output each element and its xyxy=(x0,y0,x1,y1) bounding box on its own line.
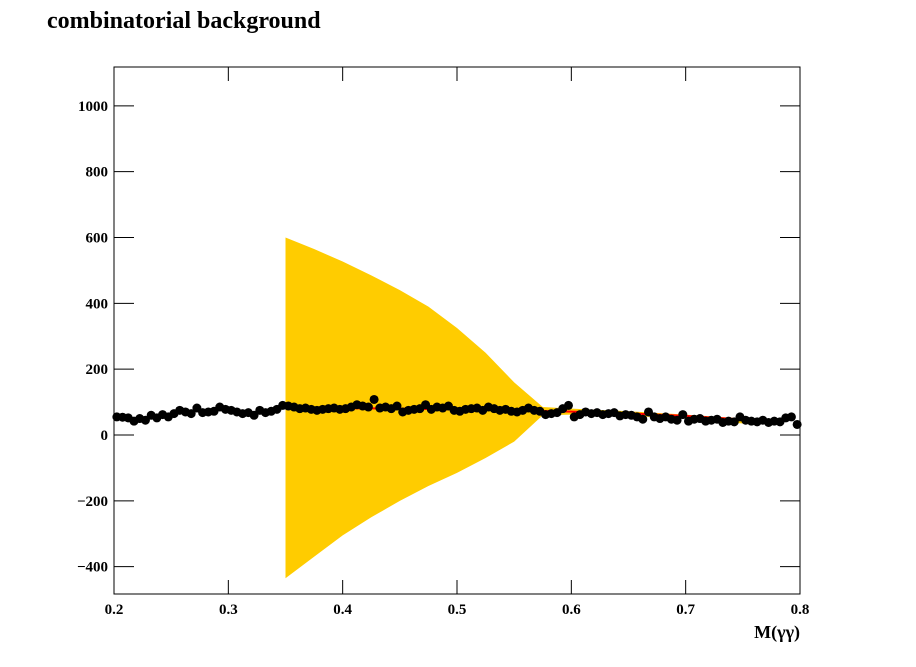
x-tick-label: 0.8 xyxy=(791,602,810,618)
data-point xyxy=(792,419,802,429)
data-point xyxy=(786,412,796,422)
x-tick-label: 0.3 xyxy=(219,602,238,618)
frame xyxy=(113,66,801,595)
y-tick-label: 200 xyxy=(86,362,109,378)
y-tick-label: 800 xyxy=(86,165,109,181)
data-point xyxy=(638,414,648,424)
data-point xyxy=(678,410,688,420)
x-tick-label: 0.7 xyxy=(676,602,695,618)
data-point xyxy=(672,415,682,425)
data-point xyxy=(369,394,379,404)
data-point xyxy=(563,400,573,410)
y-tick-label: 0 xyxy=(101,428,109,444)
y-tick-label: 400 xyxy=(86,296,109,312)
chart-title: combinatorial background xyxy=(47,8,321,34)
x-tick-label: 0.5 xyxy=(448,602,467,618)
data-point xyxy=(392,401,402,411)
y-tick-label: 600 xyxy=(86,231,109,247)
y-tick-label: −200 xyxy=(77,494,108,510)
x-tick-label: 0.4 xyxy=(333,602,352,618)
y-tick-label: 1000 xyxy=(78,99,108,115)
y-tick-label: −400 xyxy=(77,560,108,576)
data-point xyxy=(186,409,196,419)
plot-area: 0.2 0.3 0.4 0.5 0.6 0.7 0.8 −400 −200 0 200 400 600 8… xyxy=(77,67,809,618)
x-tick-label: 0.2 xyxy=(105,602,124,618)
data-point xyxy=(363,402,373,412)
x-tick-label: 0.6 xyxy=(562,602,581,618)
x-axis-label: M(γγ) xyxy=(754,622,800,643)
